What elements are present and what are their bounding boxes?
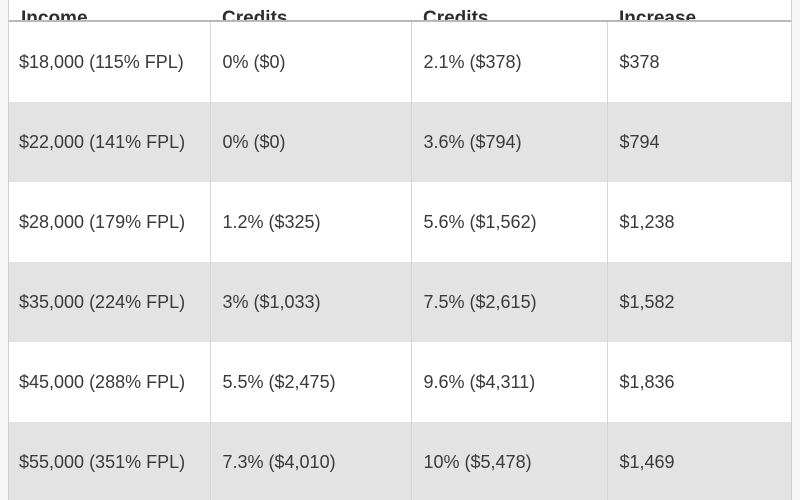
- table-row: $35,000 (224% FPL) 3% ($1,033) 7.5% ($2,…: [9, 262, 791, 342]
- table-row: $22,000 (141% FPL) 0% ($0) 3.6% ($794) $…: [9, 102, 791, 182]
- header-increase: Increase: [607, 0, 791, 22]
- cell-increase: $1,582: [607, 262, 791, 342]
- data-table: Income Credits Credits Increase $18,000 …: [9, 0, 791, 500]
- cell-income: $35,000 (224% FPL): [9, 262, 211, 342]
- cell-proposed: 2.1% ($378): [411, 21, 608, 102]
- cell-income: $28,000 (179% FPL): [9, 182, 211, 262]
- header-row: Income Credits Credits Increase: [9, 0, 791, 22]
- table-row: $28,000 (179% FPL) 1.2% ($325) 5.6% ($1,…: [9, 182, 791, 262]
- table-frame: Income Credits Credits Increase $18,000 …: [8, 0, 792, 500]
- header-credits-current: Credits: [210, 0, 411, 22]
- cell-increase: $378: [619, 51, 660, 72]
- table-row: $18,000 (115% FPL) 0% ($0) 2.1% ($378) $…: [9, 21, 791, 102]
- cell-income: $22,000 (141% FPL): [9, 102, 211, 182]
- cell-proposed: 3.6% ($794): [411, 102, 608, 182]
- cell-increase: $1,469: [607, 422, 791, 500]
- cell-proposed: 7.5% ($2,615): [411, 262, 608, 342]
- cell-current: 7.3% ($4,010): [210, 422, 412, 500]
- cell-current: 0% ($0): [210, 102, 412, 182]
- table-row: $55,000 (351% FPL) 7.3% ($4,010) 10% ($5…: [9, 422, 791, 500]
- table-row: $45,000 (288% FPL) 5.5% ($2,475) 9.6% ($…: [9, 342, 791, 422]
- cell-income: $55,000 (351% FPL): [9, 422, 211, 500]
- cell-current: 0% ($0): [210, 21, 412, 102]
- cell-income: $18,000 (115% FPL): [9, 21, 211, 102]
- cell-increase: $1,836: [619, 371, 675, 392]
- cell-current: 1.2% ($325): [210, 182, 412, 262]
- cell-current: 3% ($1,033): [210, 262, 412, 342]
- cell-proposed: 5.6% ($1,562): [411, 182, 608, 262]
- cell-proposed: 9.6% ($4,311): [411, 342, 608, 422]
- cell-proposed: 10% ($5,478): [411, 422, 608, 500]
- cell-income: $45,000 (288% FPL): [9, 342, 211, 422]
- cell-increase: $794: [607, 102, 791, 182]
- cell-increase: $1,238: [619, 211, 675, 232]
- header-income: Income: [9, 0, 210, 22]
- header-credits-proposed: Credits: [411, 0, 607, 22]
- cell-current: 5.5% ($2,475): [210, 342, 412, 422]
